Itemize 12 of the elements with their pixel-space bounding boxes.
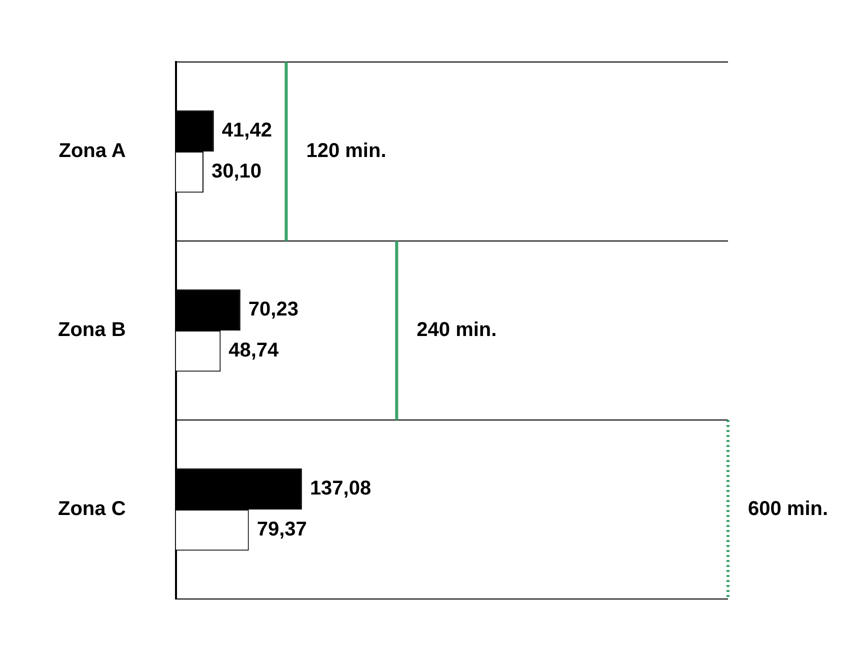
y-tick-label: Zona B [58,319,126,342]
data-label: 30,10 [211,160,262,183]
ref-line-label: 120 min. [306,140,386,162]
data-label: 70,23 [248,298,298,320]
data-label: 137,08 [310,477,372,500]
ref-line-label: 600 min. [748,498,828,520]
ref-line-label: 240 min. [416,319,497,342]
y-tick-label: Zona C [58,498,126,520]
data-label: 41,42 [222,119,272,142]
y-tick-label: Zona A [58,140,126,162]
data-label: 79,37 [256,518,307,541]
data-label: 48,74 [228,340,280,362]
